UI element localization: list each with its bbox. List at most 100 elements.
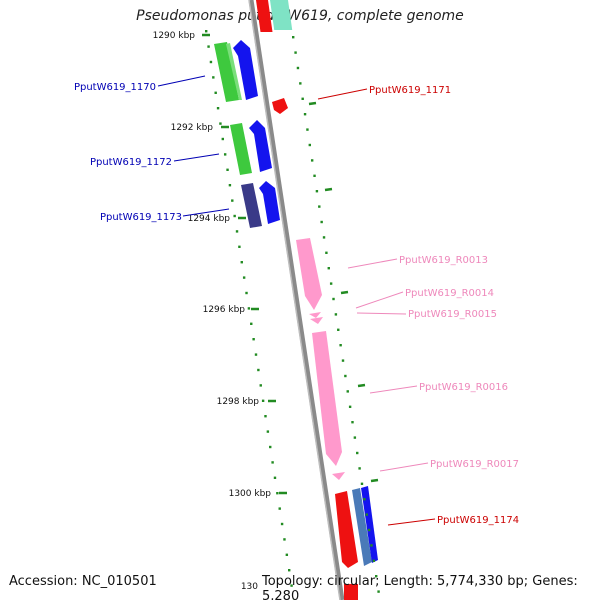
gene-feature-1173[interactable] bbox=[241, 181, 280, 228]
minor-tick bbox=[346, 390, 349, 393]
gene-feature-R0013[interactable] bbox=[296, 238, 322, 310]
leader-line bbox=[355, 291, 404, 309]
feature-top-teal bbox=[270, 0, 293, 30]
minor-tick bbox=[257, 368, 260, 372]
gene-label-pputw619_r0015[interactable]: PputW619_R0015 bbox=[408, 309, 497, 320]
kbp-label-cutoff: 130 bbox=[241, 582, 258, 592]
gene-feature-1170[interactable] bbox=[214, 40, 258, 102]
gene-feature-R0016[interactable] bbox=[312, 331, 342, 466]
minor-tick bbox=[299, 82, 302, 85]
gene-feature-R0015[interactable] bbox=[310, 317, 323, 324]
minor-tick bbox=[290, 584, 293, 587]
minor-tick bbox=[315, 190, 319, 193]
minor-tick bbox=[325, 251, 328, 254]
kbp-label: 1300 kbp bbox=[229, 489, 272, 499]
minor-tick bbox=[231, 199, 234, 202]
minor-tick bbox=[344, 374, 347, 378]
minor-tick bbox=[351, 421, 354, 424]
minor-tick bbox=[301, 97, 304, 100]
gene-label-pputw619_r0014[interactable]: PputW619_R0014 bbox=[405, 288, 494, 299]
minor-tick bbox=[339, 344, 342, 347]
scale-ticks-left bbox=[205, 30, 296, 600]
minor-tick bbox=[356, 451, 359, 455]
minor-tick bbox=[266, 430, 270, 433]
minor-tick bbox=[216, 107, 220, 110]
minor-tick bbox=[245, 291, 248, 295]
gene-label-pputw619_r0016[interactable]: PputW619_R0016 bbox=[419, 382, 508, 393]
minor-tick bbox=[276, 492, 279, 495]
gene-label-pputw619_1170[interactable]: PputW619_1170 bbox=[74, 82, 156, 93]
genome-backbone-highlight bbox=[248, 0, 341, 600]
gene-feature-1174[interactable] bbox=[335, 486, 378, 568]
minor-tick bbox=[221, 137, 225, 141]
kbp-label: 1298 kbp bbox=[217, 397, 260, 407]
minor-tick bbox=[327, 267, 330, 270]
minor-tick bbox=[377, 590, 380, 593]
minor-tick bbox=[308, 143, 312, 147]
minor-tick bbox=[238, 245, 241, 248]
leader-line bbox=[173, 153, 220, 162]
gene-label-pputw619_1171[interactable]: PputW619_1171 bbox=[369, 85, 451, 96]
minor-tick bbox=[250, 322, 253, 325]
minor-tick bbox=[320, 220, 323, 224]
major-tick bbox=[370, 478, 379, 483]
minor-tick bbox=[367, 528, 371, 532]
feature-bottom-cutoff bbox=[344, 584, 358, 600]
minor-tick bbox=[303, 113, 307, 116]
leader-line bbox=[157, 75, 206, 87]
topology-text: Topology: circular; Length: 5,774,330 bp… bbox=[262, 574, 578, 600]
kbp-label: 1290 kbp bbox=[153, 31, 196, 41]
genome-backbone bbox=[248, 0, 345, 600]
minor-tick bbox=[363, 498, 366, 501]
gene-label-pputw619_1172[interactable]: PputW619_1172 bbox=[90, 157, 172, 168]
gene-label-pputw619_r0013[interactable]: PputW619_R0013 bbox=[399, 255, 488, 266]
minor-tick bbox=[205, 30, 208, 33]
minor-tick bbox=[223, 153, 227, 156]
minor-tick bbox=[261, 399, 265, 402]
minor-tick bbox=[285, 553, 289, 556]
minor-tick bbox=[322, 236, 326, 239]
minor-tick bbox=[259, 384, 262, 387]
minor-tick bbox=[271, 461, 274, 464]
minor-tick bbox=[269, 445, 272, 449]
minor-tick bbox=[337, 328, 340, 331]
minor-tick bbox=[288, 569, 291, 572]
leader-line bbox=[387, 518, 436, 526]
minor-tick bbox=[242, 276, 246, 279]
minor-tick bbox=[334, 313, 338, 316]
major-tick bbox=[357, 383, 366, 388]
minor-tick bbox=[306, 128, 309, 131]
minor-tick bbox=[264, 415, 267, 418]
minor-tick bbox=[247, 307, 251, 310]
gene-labels: PputW619_1170 PputW619_1171 PputW619_1172 P… bbox=[74, 82, 519, 526]
gene-feature-R0014[interactable] bbox=[309, 312, 321, 318]
minor-tick bbox=[365, 513, 368, 516]
minor-tick bbox=[353, 436, 357, 439]
minor-tick bbox=[341, 359, 345, 362]
minor-tick bbox=[228, 184, 232, 187]
minor-tick bbox=[310, 159, 314, 162]
minor-tick bbox=[273, 476, 277, 479]
minor-tick bbox=[329, 282, 333, 285]
minor-tick bbox=[214, 91, 217, 94]
leader-line bbox=[182, 208, 230, 217]
minor-tick bbox=[360, 482, 364, 485]
minor-tick bbox=[278, 507, 281, 510]
minor-tick bbox=[283, 538, 286, 541]
major-tick bbox=[308, 101, 317, 106]
gene-label-pputw619_1173[interactable]: PputW619_1173 bbox=[100, 212, 182, 223]
minor-tick bbox=[375, 575, 378, 578]
minor-tick bbox=[233, 214, 236, 218]
leader-line bbox=[347, 258, 398, 269]
gene-label-pputw619_1174[interactable]: PputW619_1174 bbox=[437, 515, 519, 526]
major-tick bbox=[340, 290, 349, 295]
minor-tick bbox=[332, 297, 335, 301]
gene-feature-R0017[interactable] bbox=[332, 472, 345, 480]
accession-text: Accession: NC_010501 bbox=[9, 574, 157, 589]
minor-tick bbox=[370, 544, 373, 547]
gene-feature-1171[interactable] bbox=[272, 98, 288, 114]
gene-label-pputw619_r0017[interactable]: PputW619_R0017 bbox=[430, 459, 519, 470]
gene-feature-1172[interactable] bbox=[230, 120, 272, 175]
minor-tick bbox=[292, 36, 295, 39]
